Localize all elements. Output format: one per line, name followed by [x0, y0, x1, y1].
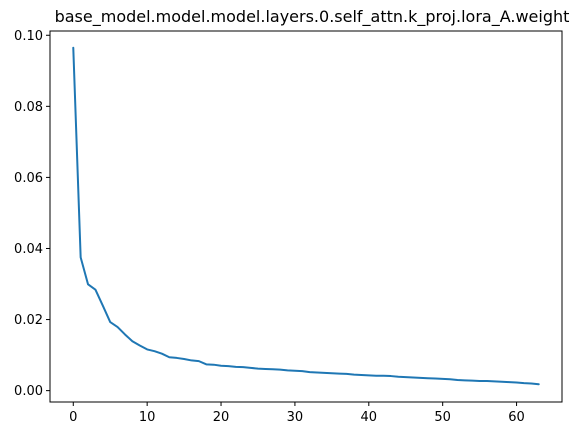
x-tick-label: 20 — [213, 410, 230, 425]
y-tick-label: 0.02 — [14, 313, 43, 328]
chart-title: base_model.model.model.layers.0.self_att… — [55, 7, 570, 27]
plot-area-frame — [49, 30, 563, 403]
x-tick-label: 10 — [139, 410, 156, 425]
y-tick-label: 0.10 — [14, 29, 43, 44]
series-line — [72, 46, 540, 386]
x-tick-label: 40 — [361, 410, 378, 425]
x-axis: 0 10 20 30 40 50 60 — [69, 402, 525, 425]
y-tick-label: 0.06 — [14, 171, 43, 186]
x-tick-label: 60 — [508, 410, 525, 425]
x-tick-label: 50 — [434, 410, 451, 425]
y-tick-label: 0.08 — [14, 100, 43, 115]
x-tick-label: 30 — [287, 410, 304, 425]
x-tick-label: 0 — [69, 410, 77, 425]
y-axis: 0.00 0.02 0.04 0.06 0.08 0.10 — [14, 29, 50, 399]
y-tick-label: 0.04 — [14, 242, 43, 257]
y-tick-label: 0.00 — [14, 384, 43, 399]
